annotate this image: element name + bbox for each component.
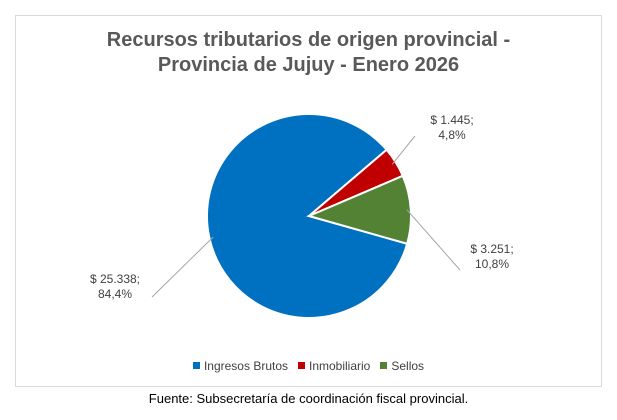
chart-legend: Ingresos Brutos Inmobiliario Sellos xyxy=(0,359,617,373)
chart-title: Recursos tributarios de origen provincia… xyxy=(0,28,617,78)
legend-swatch-ingresos-brutos xyxy=(192,362,200,369)
source-note: Fuente: Subsecretaría de coordinación fi… xyxy=(148,391,469,406)
chart-title-line-1: Recursos tributarios de origen provincia… xyxy=(106,29,511,51)
legend-item-inmobiliario: Inmobiliario xyxy=(298,359,370,373)
data-label-sellos: $ 3.251; 10,8% xyxy=(470,242,513,271)
data-label-ingresos-brutos: $ 25.338; 84,4% xyxy=(90,272,140,301)
legend-label-sellos: Sellos xyxy=(391,359,425,373)
legend-item-ingresos-brutos: Ingresos Brutos xyxy=(192,359,288,373)
leader-line-ingresos-brutos xyxy=(151,236,214,298)
legend-label-inmobiliario: Inmobiliario xyxy=(309,359,371,373)
legend-item-sellos: Sellos xyxy=(380,359,424,373)
legend-swatch-sellos xyxy=(380,362,388,369)
pie-slice-sellos xyxy=(306,174,412,245)
legend-label-ingresos-brutos: Ingresos Brutos xyxy=(203,359,288,373)
chart-title-line-2: Provincia de Jujuy - Enero 2026 xyxy=(157,54,460,76)
leader-line-sellos xyxy=(406,209,461,271)
data-label-inmobiliario: $ 1.445; 4,8% xyxy=(430,113,473,142)
legend-swatch-inmobiliario xyxy=(298,362,305,369)
leader-line-inmobiliario xyxy=(391,135,416,165)
